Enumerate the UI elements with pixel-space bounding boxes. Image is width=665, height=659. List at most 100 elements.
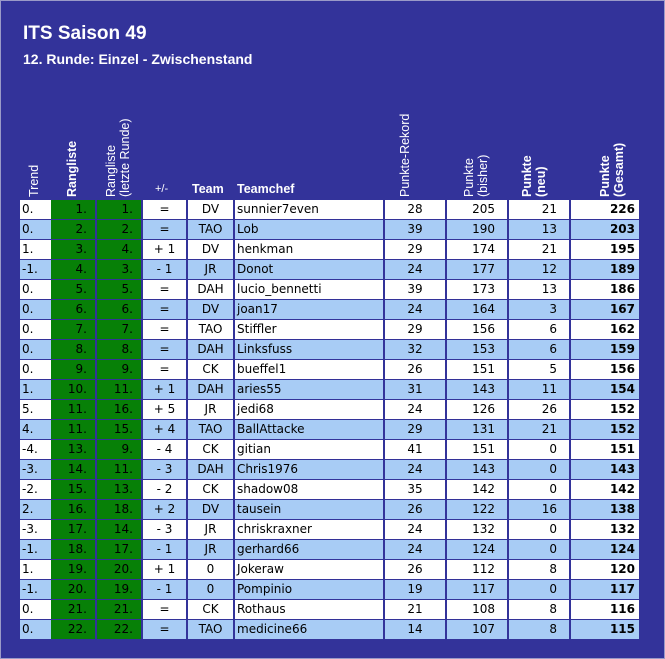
points-bisher-cell: 131 [447, 420, 507, 439]
points-gesamt-cell: 195 [571, 240, 639, 259]
points-neu-cell: 26 [509, 400, 569, 419]
diff-cell: + 1 [143, 240, 186, 259]
table-row: 0. 8. 8. = DAH Linksfuss 32 153 6 159 [1, 340, 664, 360]
rank-cell: 11. [51, 400, 95, 419]
teamchef-cell: chriskraxner [235, 520, 383, 539]
rank-cell: 20. [51, 580, 95, 599]
header-rangliste-prev-line2: (letzte Runde) [118, 118, 132, 197]
table-row: -1. 4. 3. - 1 JR Donot 24 177 12 189 [1, 260, 664, 280]
points-gesamt-cell: 115 [571, 620, 639, 639]
team-cell: DAH [188, 280, 233, 299]
diff-cell: = [143, 280, 186, 299]
rank-cell: 1. [51, 200, 95, 219]
diff-cell: + 4 [143, 420, 186, 439]
points-gesamt-cell: 124 [571, 540, 639, 559]
rekord-cell: 24 [385, 520, 445, 539]
header-gesamt: Punkte (Gesamt) [598, 143, 626, 197]
points-neu-cell: 11 [509, 380, 569, 399]
points-gesamt-cell: 116 [571, 600, 639, 619]
rank-cell: 19. [51, 560, 95, 579]
table-row: 0. 21. 21. = CK Rothaus 21 108 8 116 [1, 600, 664, 620]
diff-cell: + 5 [143, 400, 186, 419]
points-gesamt-cell: 167 [571, 300, 639, 319]
diff-cell: + 1 [143, 380, 186, 399]
rank-cell: 11. [51, 420, 95, 439]
points-bisher-cell: 112 [447, 560, 507, 579]
table-row: 4. 11. 15. + 4 TAO BallAttacke 29 131 21 152 [1, 420, 664, 440]
table-row: 1. 10. 11. + 1 DAH aries55 31 143 11 154 [1, 380, 664, 400]
rank-cell: 10. [51, 380, 95, 399]
prev-rank-cell: 13. [97, 480, 141, 499]
points-bisher-cell: 126 [447, 400, 507, 419]
prev-rank-cell: 14. [97, 520, 141, 539]
rank-cell: 3. [51, 240, 95, 259]
points-gesamt-cell: 226 [571, 200, 639, 219]
diff-cell: = [143, 340, 186, 359]
rekord-cell: 24 [385, 460, 445, 479]
prev-rank-cell: 9. [97, 440, 141, 459]
points-neu-cell: 0 [509, 580, 569, 599]
diff-cell: = [143, 360, 186, 379]
teamchef-cell: jedi68 [235, 400, 383, 419]
prev-rank-cell: 2. [97, 220, 141, 239]
prev-rank-cell: 4. [97, 240, 141, 259]
prev-rank-cell: 16. [97, 400, 141, 419]
points-bisher-cell: 132 [447, 520, 507, 539]
table-row: -4. 13. 9. - 4 CK gitian 41 151 0 151 [1, 440, 664, 460]
teamchef-cell: shadow08 [235, 480, 383, 499]
teamchef-cell: lucio_bennetti [235, 280, 383, 299]
points-bisher-cell: 122 [447, 500, 507, 519]
rekord-cell: 26 [385, 500, 445, 519]
rekord-cell: 24 [385, 400, 445, 419]
rank-cell: 9. [51, 360, 95, 379]
team-cell: CK [188, 480, 233, 499]
points-bisher-cell: 124 [447, 540, 507, 559]
rank-cell: 22. [51, 620, 95, 639]
points-gesamt-cell: 152 [571, 400, 639, 419]
table-row: 0. 7. 7. = TAO Stiffler 29 156 6 162 [1, 320, 664, 340]
points-gesamt-cell: 203 [571, 220, 639, 239]
team-cell: JR [188, 520, 233, 539]
prev-rank-cell: 7. [97, 320, 141, 339]
points-bisher-cell: 151 [447, 360, 507, 379]
points-gesamt-cell: 159 [571, 340, 639, 359]
rekord-cell: 39 [385, 220, 445, 239]
header-neu: Punkte (neu) [520, 155, 548, 197]
team-cell: DAH [188, 340, 233, 359]
points-gesamt-cell: 186 [571, 280, 639, 299]
teamchef-cell: henkman [235, 240, 383, 259]
rekord-cell: 26 [385, 560, 445, 579]
header-gesamt-line1: Punkte [598, 155, 612, 197]
header-diff: +/- [155, 183, 169, 195]
table-row: -3. 17. 14. - 3 JR chriskraxner 24 132 0 132 [1, 520, 664, 540]
diff-cell: = [143, 200, 186, 219]
team-cell: TAO [188, 620, 233, 639]
table-row: 5. 11. 16. + 5 JR jedi68 24 126 26 152 [1, 400, 664, 420]
teamchef-cell: aries55 [235, 380, 383, 399]
diff-cell: - 1 [143, 540, 186, 559]
points-neu-cell: 13 [509, 280, 569, 299]
team-cell: CK [188, 440, 233, 459]
header-teamchef: Teamchef [237, 182, 295, 196]
points-gesamt-cell: 152 [571, 420, 639, 439]
teamchef-cell: Lob [235, 220, 383, 239]
teamchef-cell: Chris1976 [235, 460, 383, 479]
team-cell: 0 [188, 560, 233, 579]
team-cell: 0 [188, 580, 233, 599]
points-bisher-cell: 108 [447, 600, 507, 619]
team-cell: DAH [188, 460, 233, 479]
team-cell: JR [188, 260, 233, 279]
rank-cell: 2. [51, 220, 95, 239]
diff-cell: - 3 [143, 460, 186, 479]
diff-cell: = [143, 600, 186, 619]
table-row: 0. 5. 5. = DAH lucio_bennetti 39 173 13 186 [1, 280, 664, 300]
points-gesamt-cell: 138 [571, 500, 639, 519]
points-gesamt-cell: 151 [571, 440, 639, 459]
points-bisher-cell: 156 [447, 320, 507, 339]
rekord-cell: 29 [385, 420, 445, 439]
rank-cell: 21. [51, 600, 95, 619]
table-row: 0. 9. 9. = CK bueffel1 26 151 5 156 [1, 360, 664, 380]
points-neu-cell: 21 [509, 200, 569, 219]
points-gesamt-cell: 120 [571, 560, 639, 579]
rekord-cell: 26 [385, 360, 445, 379]
